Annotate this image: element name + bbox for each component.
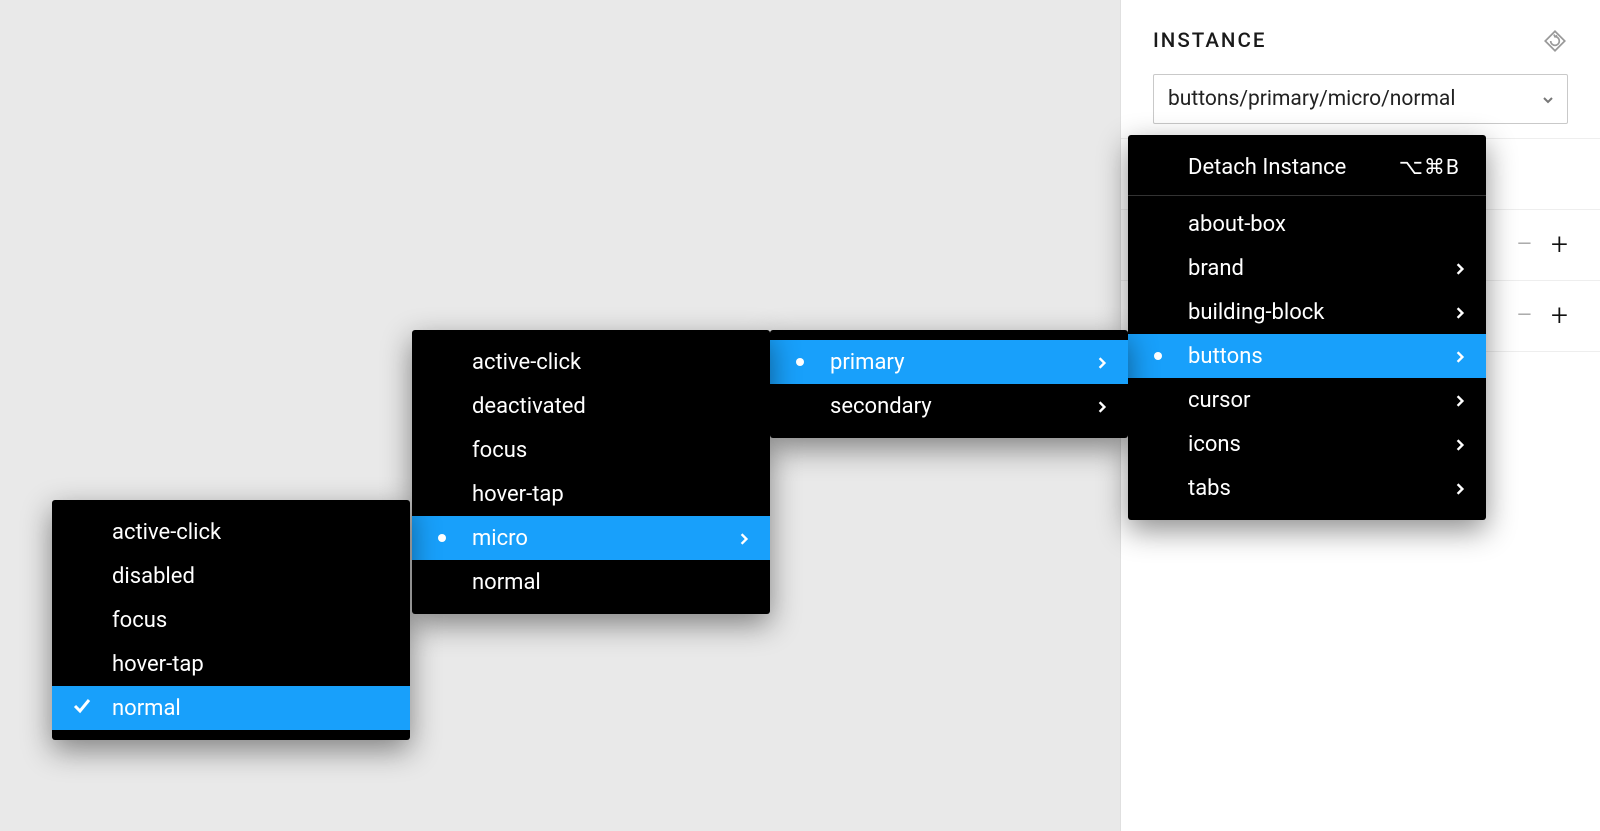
primary-menu-item[interactable]: deactivated xyxy=(412,384,770,428)
primary-menu-label: active-click xyxy=(472,350,710,375)
root-menu-label: icons xyxy=(1188,432,1426,457)
micro-menu-item[interactable]: active-click xyxy=(52,510,410,554)
micro-menu-label: hover-tap xyxy=(112,652,350,677)
detach-instance-label: Detach Instance xyxy=(1188,155,1399,180)
buttons-menu-label: secondary xyxy=(830,394,1068,419)
root-menu-label: about-box xyxy=(1188,212,1426,237)
chevron-right-icon xyxy=(1454,476,1466,501)
current-dot-icon xyxy=(438,534,446,542)
primary-menu-label: normal xyxy=(472,570,710,595)
root-menu-label: tabs xyxy=(1188,476,1426,501)
primary-menu-label: micro xyxy=(472,526,710,551)
current-dot-icon xyxy=(1154,352,1162,360)
root-menu-item[interactable]: cursor xyxy=(1128,378,1486,422)
chevron-right-icon xyxy=(1454,432,1466,457)
primary-menu-item[interactable]: micro xyxy=(412,516,770,560)
micro-menu-label: normal xyxy=(112,696,350,721)
micro-menu-item[interactable]: disabled xyxy=(52,554,410,598)
micro-menu-item[interactable]: hover-tap xyxy=(52,642,410,686)
root-menu-item[interactable]: tabs xyxy=(1128,466,1486,510)
root-menu-label: building-block xyxy=(1188,300,1426,325)
primary-menu-item[interactable]: hover-tap xyxy=(412,472,770,516)
root-menu-label: buttons xyxy=(1188,344,1426,369)
buttons-menu-item[interactable]: primary xyxy=(770,340,1128,384)
submenu-buttons: primary secondary xyxy=(770,330,1128,438)
minus-icon[interactable]: − xyxy=(1516,301,1533,331)
plus-icon[interactable]: + xyxy=(1551,230,1568,260)
root-menu-item[interactable]: building-block xyxy=(1128,290,1486,334)
chevron-right-icon xyxy=(738,526,750,551)
root-menu-item[interactable]: buttons xyxy=(1128,334,1486,378)
instance-path-label: buttons/primary/micro/normal xyxy=(1168,87,1455,111)
primary-menu-label: focus xyxy=(472,438,710,463)
chevron-down-icon xyxy=(1543,87,1553,111)
check-icon xyxy=(72,695,92,721)
instance-section-title: INSTANCE xyxy=(1153,29,1266,53)
restore-instance-icon[interactable] xyxy=(1542,28,1568,54)
primary-menu-item[interactable]: active-click xyxy=(412,340,770,384)
chevron-right-icon xyxy=(1096,394,1108,419)
micro-menu-label: active-click xyxy=(112,520,350,545)
micro-menu-label: focus xyxy=(112,608,350,633)
chevron-right-icon xyxy=(1454,388,1466,413)
chevron-right-icon xyxy=(1454,344,1466,369)
primary-menu-label: hover-tap xyxy=(472,482,710,507)
submenu-micro: active-click disabled focus hover-tap normal xyxy=(52,500,410,740)
root-menu-item[interactable]: icons xyxy=(1128,422,1486,466)
current-dot-icon xyxy=(796,358,804,366)
submenu-primary: active-click deactivated focus hover-tap mic… xyxy=(412,330,770,614)
detach-instance-shortcut: ⌥⌘B xyxy=(1399,155,1466,180)
micro-menu-item[interactable]: normal xyxy=(52,686,410,730)
plus-icon[interactable]: + xyxy=(1551,301,1568,331)
root-menu-item[interactable]: brand xyxy=(1128,246,1486,290)
buttons-menu-label: primary xyxy=(830,350,1068,375)
root-menu-label: cursor xyxy=(1188,388,1426,413)
minus-icon[interactable]: − xyxy=(1516,230,1533,260)
instance-path-select[interactable]: buttons/primary/micro/normal xyxy=(1153,74,1568,124)
primary-menu-item[interactable]: normal xyxy=(412,560,770,604)
instance-dropdown-menu: Detach Instance ⌥⌘B about-box brand buildi… xyxy=(1128,135,1486,520)
chevron-right-icon xyxy=(1454,300,1466,325)
instance-section: INSTANCE buttons/primary/micro/normal xyxy=(1121,0,1600,139)
buttons-menu-item[interactable]: secondary xyxy=(770,384,1128,428)
root-menu-item[interactable]: about-box xyxy=(1128,202,1486,246)
detach-instance-item[interactable]: Detach Instance ⌥⌘B xyxy=(1128,145,1486,189)
micro-menu-label: disabled xyxy=(112,564,350,589)
primary-menu-label: deactivated xyxy=(472,394,710,419)
primary-menu-item[interactable]: focus xyxy=(412,428,770,472)
root-menu-label: brand xyxy=(1188,256,1426,281)
chevron-right-icon xyxy=(1454,256,1466,281)
micro-menu-item[interactable]: focus xyxy=(52,598,410,642)
chevron-right-icon xyxy=(1096,350,1108,375)
